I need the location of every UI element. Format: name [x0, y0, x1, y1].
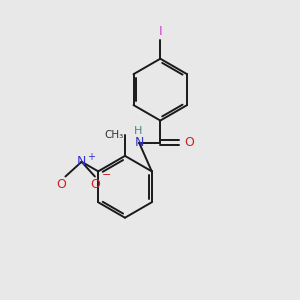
Text: +: + [87, 152, 95, 162]
Text: N: N [134, 136, 144, 149]
Text: −: − [101, 170, 111, 180]
Text: O: O [90, 178, 100, 191]
Text: O: O [56, 178, 66, 191]
Text: H: H [134, 126, 142, 136]
Text: O: O [185, 136, 195, 149]
Text: N: N [77, 155, 86, 168]
Text: I: I [158, 26, 162, 38]
Text: CH₃: CH₃ [104, 130, 124, 140]
